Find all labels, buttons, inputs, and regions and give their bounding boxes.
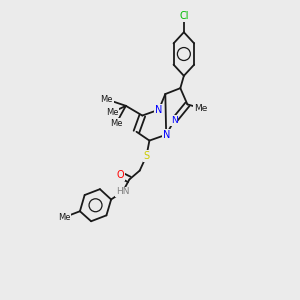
Text: Cl: Cl bbox=[179, 11, 189, 21]
Text: N: N bbox=[155, 105, 163, 115]
Text: N: N bbox=[171, 116, 178, 125]
Text: Me: Me bbox=[58, 213, 71, 222]
Text: Me: Me bbox=[194, 104, 207, 113]
Text: S: S bbox=[143, 151, 149, 161]
Text: O: O bbox=[117, 170, 124, 180]
Text: N: N bbox=[163, 130, 170, 140]
Text: Me: Me bbox=[110, 119, 122, 128]
Text: Me: Me bbox=[106, 108, 118, 117]
Text: HN: HN bbox=[116, 187, 129, 196]
Text: Me: Me bbox=[100, 95, 113, 104]
